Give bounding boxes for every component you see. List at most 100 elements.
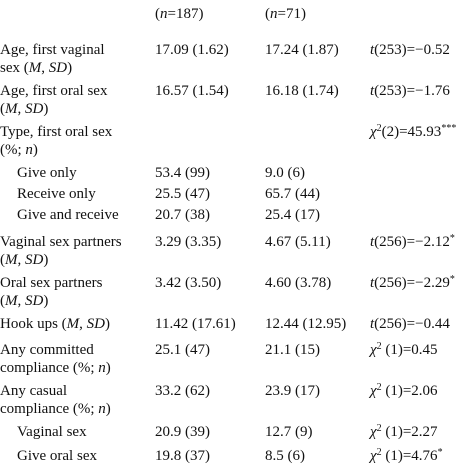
text-run: Age, first oral sex: [0, 83, 108, 99]
text-run: ): [106, 401, 111, 417]
text-run: 25.5 (47): [155, 186, 210, 202]
row-label: (%; n): [0, 142, 38, 158]
cell: 33.2 (62): [155, 383, 210, 399]
text-run: 53.4 (99): [155, 165, 210, 181]
cell: 25.1 (47): [155, 342, 210, 358]
row-label: compliance (%; n): [0, 401, 111, 417]
italic-run: SD: [49, 60, 68, 76]
row-label: Any casual: [0, 383, 67, 399]
row-label: (M, SD): [0, 293, 48, 309]
text-run: Vaginal sex: [17, 424, 87, 440]
text-run: Give and receive: [17, 207, 119, 223]
italic-run: χ: [368, 424, 377, 440]
text-run: (256)=−0.44: [374, 316, 450, 332]
text-run: Give only: [17, 165, 77, 181]
superscript: ***: [441, 123, 456, 134]
cell: χ2 (1)=4.76*: [368, 447, 443, 465]
text-run: (256)=−2.12: [374, 234, 450, 250]
row-label: Vaginal sex: [17, 424, 87, 440]
italic-run: SD: [87, 316, 106, 332]
text-run: Any casual: [0, 383, 67, 399]
italic-run: n: [160, 6, 168, 22]
text-run: 20.9 (39): [155, 424, 210, 440]
italic-run: t: [370, 275, 375, 291]
italic-run: M: [66, 316, 81, 332]
text-run: (: [265, 6, 270, 22]
cell: χ2 (1)=2.06: [368, 382, 438, 400]
text-run: ): [43, 252, 48, 268]
text-run: (: [155, 6, 160, 22]
text-run: Type, first oral sex: [0, 124, 113, 140]
cell: χ2(2)=45.93***: [368, 123, 456, 141]
cell: t(256)=−2.29*: [370, 274, 455, 292]
row-label: Vaginal sex partners: [0, 234, 122, 250]
text-run: 21.1 (15): [265, 342, 320, 358]
text-run: ): [106, 360, 111, 376]
text-run: 19.8 (37): [155, 448, 210, 464]
italic-run: SD: [25, 101, 44, 117]
row-label: Give and receive: [17, 207, 119, 223]
text-run: ,: [18, 101, 26, 117]
text-run: ): [105, 316, 110, 332]
text-run: 12.44 (12.95): [265, 316, 346, 332]
text-run: 17.09 (1.62): [155, 42, 229, 58]
text-run: 25.1 (47): [155, 342, 210, 358]
text-run: Any committed: [0, 342, 94, 358]
cell: 17.24 (1.87): [265, 42, 339, 58]
text-run: 11.42 (17.61): [155, 316, 236, 332]
text-run: sex (: [0, 60, 29, 76]
italic-run: χ: [368, 124, 377, 140]
text-run: ,: [18, 293, 26, 309]
cell: 4.60 (3.78): [265, 275, 331, 291]
cell: 3.29 (3.35): [155, 234, 221, 250]
italic-run: t: [370, 83, 375, 99]
cell: 12.44 (12.95): [265, 316, 346, 332]
cell: 16.57 (1.54): [155, 83, 229, 99]
italic-run: M: [28, 60, 43, 76]
row-label: Give oral sex: [17, 448, 97, 464]
text-run: ): [33, 142, 38, 158]
text-run: 16.57 (1.54): [155, 83, 229, 99]
cell: χ2 (1)=0.45: [368, 341, 438, 359]
row-label: Oral sex partners: [0, 275, 103, 291]
text-run: Age, first vaginal: [0, 42, 105, 58]
text-run: (253)=−1.76: [374, 83, 450, 99]
text-run: 4.67 (5.11): [265, 234, 331, 250]
superscript: 2: [377, 423, 382, 434]
italic-run: SD: [25, 293, 44, 309]
text-run: compliance (%;: [0, 401, 98, 417]
text-run: (253)=−0.52: [374, 42, 450, 58]
text-run: (256)=−2.29: [374, 275, 450, 291]
text-run: 9.0 (6): [265, 165, 305, 181]
cell: 9.0 (6): [265, 165, 305, 181]
cell: t(256)=−2.12*: [370, 233, 455, 251]
text-run: 12.7 (9): [265, 424, 313, 440]
text-run: 25.4 (17): [265, 207, 320, 223]
row-label: (M, SD): [0, 101, 48, 117]
superscript: *: [450, 233, 455, 244]
text-run: =187): [168, 6, 204, 22]
text-run: (: [0, 101, 5, 117]
text-run: Receive only: [17, 186, 96, 202]
row-label: Age, first vaginal: [0, 42, 105, 58]
cell: 12.7 (9): [265, 424, 313, 440]
italic-run: χ: [368, 383, 377, 399]
italic-run: t: [370, 316, 375, 332]
text-run: 17.24 (1.87): [265, 42, 339, 58]
superscript: 2: [377, 341, 382, 352]
cell: 11.42 (17.61): [155, 316, 236, 332]
row-label: compliance (%; n): [0, 360, 111, 376]
row-label: (M, SD): [0, 252, 48, 268]
text-run: ,: [79, 316, 87, 332]
cell: t(253)=−1.76: [370, 83, 450, 99]
text-run: compliance (%;: [0, 360, 98, 376]
text-run: 20.7 (38): [155, 207, 210, 223]
italic-run: M: [4, 252, 19, 268]
text-run: ): [67, 60, 72, 76]
cell: t(253)=−0.52: [370, 42, 450, 58]
text-run: Give oral sex: [17, 448, 97, 464]
italic-run: χ: [368, 342, 377, 358]
text-run: Vaginal sex partners: [0, 234, 122, 250]
cell: 4.67 (5.11): [265, 234, 331, 250]
cell: 65.7 (44): [265, 186, 320, 202]
